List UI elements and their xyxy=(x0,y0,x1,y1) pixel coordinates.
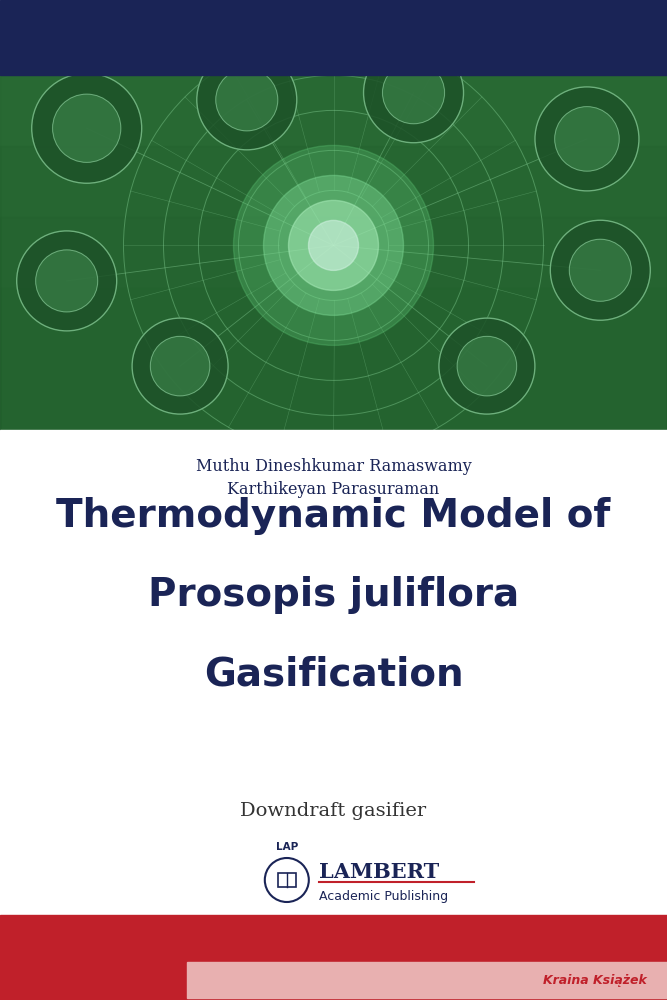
Bar xyxy=(0,359,667,430)
Circle shape xyxy=(570,239,631,301)
Text: LAP: LAP xyxy=(275,842,298,852)
Circle shape xyxy=(216,69,277,131)
Circle shape xyxy=(263,175,404,315)
Bar xyxy=(187,962,667,998)
Circle shape xyxy=(383,62,444,124)
Circle shape xyxy=(309,220,358,270)
Circle shape xyxy=(36,250,97,312)
Bar xyxy=(0,915,667,1000)
Circle shape xyxy=(150,336,210,396)
Bar xyxy=(0,430,667,915)
Bar xyxy=(0,288,667,430)
Bar xyxy=(0,146,667,430)
Circle shape xyxy=(439,318,535,414)
Circle shape xyxy=(17,231,117,331)
Circle shape xyxy=(197,50,297,150)
Bar xyxy=(0,217,667,430)
Text: LAMBERT: LAMBERT xyxy=(319,862,439,882)
Circle shape xyxy=(32,73,141,183)
Circle shape xyxy=(233,145,434,345)
Text: Prosopis juliflora: Prosopis juliflora xyxy=(148,576,519,614)
Circle shape xyxy=(289,200,378,290)
Circle shape xyxy=(555,107,619,171)
Circle shape xyxy=(132,318,228,414)
Circle shape xyxy=(364,43,464,143)
Circle shape xyxy=(457,336,517,396)
Circle shape xyxy=(550,220,650,320)
Text: Academic Publishing: Academic Publishing xyxy=(319,890,448,903)
Bar xyxy=(278,873,295,887)
Text: Thermodynamic Model of: Thermodynamic Model of xyxy=(57,497,610,535)
Text: Downdraft gasifier: Downdraft gasifier xyxy=(240,802,427,820)
Text: Gasification: Gasification xyxy=(203,655,464,693)
Bar xyxy=(0,75,667,430)
Text: Kraina Książek: Kraina Książek xyxy=(543,974,647,987)
Bar xyxy=(0,75,667,430)
Text: Muthu Dineshkumar Ramaswamy: Muthu Dineshkumar Ramaswamy xyxy=(195,458,472,475)
Text: Karthikeyan Parasuraman: Karthikeyan Parasuraman xyxy=(227,481,440,498)
Circle shape xyxy=(535,87,639,191)
Bar xyxy=(0,0,667,75)
Circle shape xyxy=(53,94,121,162)
